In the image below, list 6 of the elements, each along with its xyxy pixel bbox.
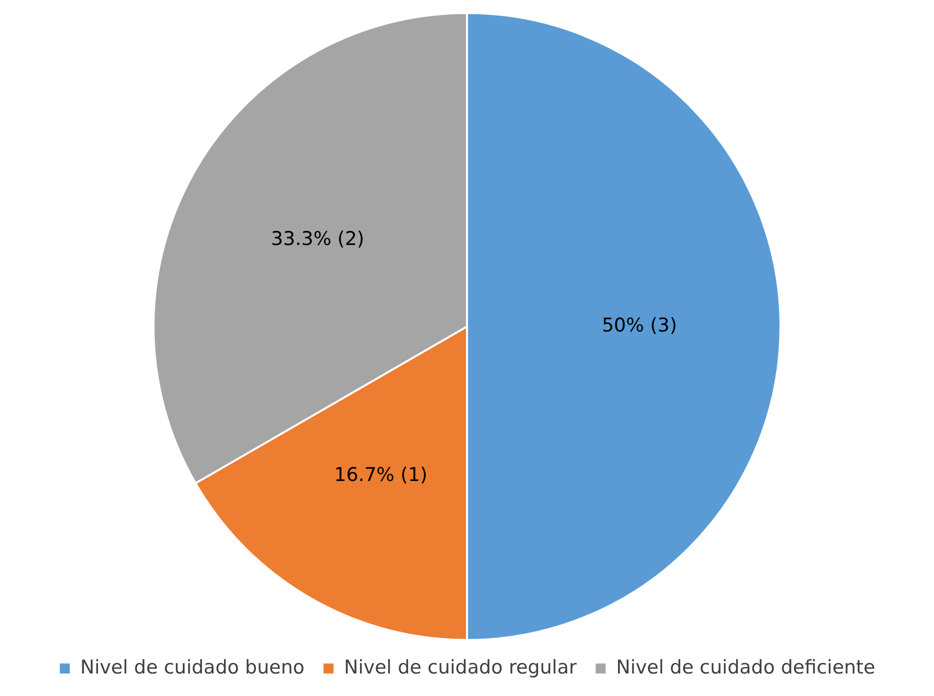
legend-label: Nivel de cuidado deficiente xyxy=(616,656,876,678)
data-label: 50% (3) xyxy=(602,314,678,336)
legend-label: Nivel de cuidado bueno xyxy=(80,656,304,678)
data-label: 16.7% (1) xyxy=(334,464,428,486)
legend-label: Nivel de cuidado regular xyxy=(344,656,577,678)
data-label: 33.3% (2) xyxy=(271,228,364,250)
